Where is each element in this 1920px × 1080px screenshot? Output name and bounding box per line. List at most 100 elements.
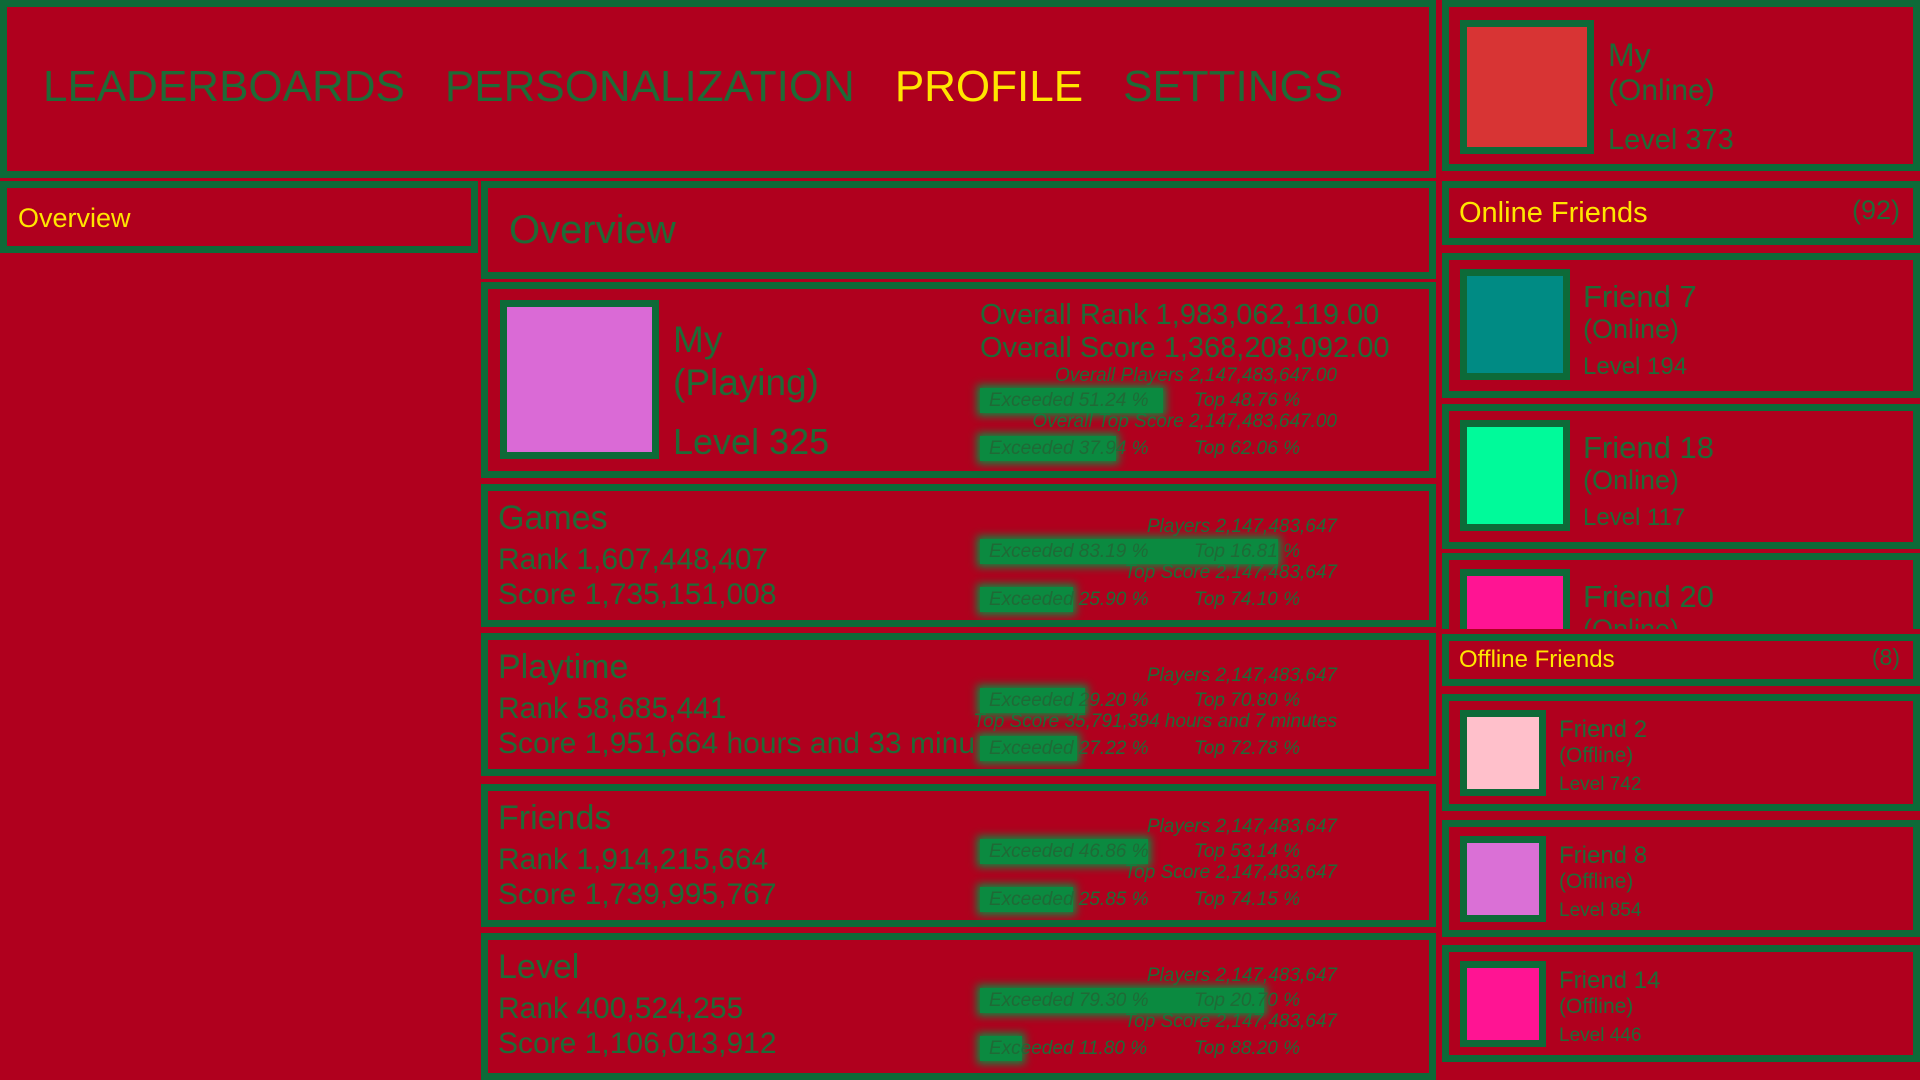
exceeded-label: Exceeded 46.86 % [989, 840, 1149, 862]
overview-header [481, 181, 1436, 279]
progress-fill [980, 539, 1278, 564]
top-nav [0, 0, 1436, 178]
exceeded-label: Exceeded 25.90 % [989, 588, 1149, 610]
category-score: Score 1,106,013,912 [498, 1027, 777, 1060]
profile-level: Level 373 [1608, 123, 1734, 156]
offline-title: Offline Friends [1459, 645, 1615, 673]
players-label: Overall Players 2,147,483,647.00 [1054, 364, 1337, 386]
exceeded-label: Exceeded 29.20 % [989, 689, 1149, 711]
progress-fill [980, 839, 1148, 864]
category-title: Friends [498, 798, 612, 837]
friend-status: (Online) [1583, 313, 1680, 344]
overall-score: Overall Score 1,368,208,092.00 [980, 331, 1390, 364]
category-title: Playtime [498, 647, 629, 686]
top-label: Top 20.70 % [1194, 989, 1300, 1011]
online-header [1442, 181, 1920, 245]
top-score-label: Top Score 2,147,483,647 [1124, 861, 1337, 883]
player-name: My [673, 318, 723, 360]
friend-avatar [1460, 420, 1570, 531]
players-label: Players 2,147,483,647 [1146, 664, 1337, 686]
nav-tab[interactable]: PERSONALIZATION [444, 62, 855, 111]
player-avatar [500, 300, 659, 459]
category-rank: Rank 1,914,215,664 [498, 843, 769, 876]
top-label: Top 62.06 % [1194, 437, 1300, 459]
players-label: Players 2,147,483,647 [1146, 515, 1337, 537]
nav-tab[interactable]: PROFILE [894, 62, 1084, 111]
friend-level: Level 446 [1559, 1024, 1642, 1046]
friend-avatar [1460, 710, 1546, 796]
players-label: Players 2,147,483,647 [1146, 815, 1337, 837]
top-score-label: Top Score 2,147,483,647 [1124, 1010, 1337, 1032]
exceeded-label: Exceeded 37.94 % [989, 437, 1149, 459]
friend-avatar [1460, 569, 1570, 629]
category-rank: Rank 1,607,448,407 [498, 543, 769, 576]
exceeded-label: Exceeded 11.80 % [989, 1037, 1148, 1059]
nav-tab[interactable]: LEADERBOARDS [43, 62, 405, 111]
exceeded-label: Exceeded 27.22 % [989, 737, 1149, 759]
top-label: Top 88.20 % [1194, 1037, 1300, 1059]
profile-status: (Online) [1608, 74, 1715, 107]
category-title: Level [498, 947, 580, 986]
friend-name: Friend 2 [1559, 715, 1648, 743]
category-rank: Rank 58,685,441 [498, 692, 727, 725]
friend-status: (Offline) [1559, 870, 1634, 894]
progress-fill [980, 388, 1164, 413]
top-label: Top 48.76 % [1194, 389, 1300, 411]
exceeded-label: Exceeded 79.30 % [989, 989, 1149, 1011]
friend-level: Level 194 [1583, 352, 1688, 380]
category-card [481, 784, 1436, 927]
profile-name: My [1608, 36, 1651, 73]
offline-count: (8) [1871, 644, 1900, 671]
friend-status: (Online) [1583, 464, 1680, 495]
category-score: Score 1,951,664 hours and 33 minu [498, 727, 975, 760]
top-score-label: Overall Top Score 2,147,483,647.00 [1032, 410, 1337, 432]
top-label: Top 72.78 % [1194, 737, 1300, 759]
friend-level: Level 742 [1559, 773, 1642, 795]
top-score-label: Top Score 2,147,483,647 [1124, 561, 1337, 583]
exceeded-label: Exceeded 83.19 % [989, 540, 1149, 562]
friend-name: Friend 8 [1559, 841, 1648, 869]
players-label: Players 2,147,483,647 [1146, 964, 1337, 986]
progress-fill [980, 887, 1073, 912]
category-score: Score 1,735,151,008 [498, 578, 777, 611]
exceeded-label: Exceeded 51.24 % [989, 389, 1149, 411]
friend-status: (Online) [1583, 613, 1680, 629]
category-score: Score 1,739,995,767 [498, 878, 777, 911]
friend-name: Friend 14 [1559, 966, 1661, 994]
sidebar-label: Overview [18, 202, 131, 233]
progress-fill [980, 587, 1073, 612]
sidebar-item[interactable] [0, 181, 478, 253]
exceeded-label: Exceeded 25.85 % [989, 888, 1149, 910]
progress-fill [980, 688, 1085, 713]
category-card [481, 933, 1436, 1080]
category-rank: Rank 400,524,255 [498, 992, 744, 1025]
profile-avatar [1460, 20, 1594, 154]
online-title: Online Friends [1459, 196, 1648, 229]
top-label: Top 53.14 % [1194, 840, 1300, 862]
top-score-label: Top Score 35,791,394 hours and 7 minutes [973, 710, 1337, 732]
online-count: (92) [1851, 194, 1900, 225]
player-level: Level 325 [673, 421, 830, 463]
friend-status: (Offline) [1559, 995, 1634, 1019]
progress-fill [980, 436, 1116, 461]
friend-name: Friend 20 [1583, 579, 1714, 615]
nav-tab[interactable]: SETTINGS [1123, 62, 1344, 111]
top-label: Top 70.80 % [1194, 689, 1300, 711]
top-label: Top 16.81 % [1194, 540, 1300, 562]
friend-avatar [1460, 269, 1570, 380]
top-label: Top 74.10 % [1194, 588, 1300, 610]
online-list: Friend 7 (Online) Level 194 Friend 18 (Onlin… [1442, 253, 1920, 629]
player-status: (Playing) [673, 361, 819, 403]
friend-avatar [1460, 961, 1546, 1047]
friend-name: Friend 7 [1583, 279, 1697, 315]
overall-rank: Overall Rank 1,983,062,119.00 [980, 298, 1380, 331]
offline-header [1442, 634, 1920, 686]
overview-title: Overview [509, 208, 676, 252]
friend-name: Friend 18 [1583, 430, 1714, 466]
friend-level: Level 854 [1559, 899, 1642, 921]
friend-avatar [1460, 836, 1546, 922]
top-label: Top 74.15 % [1194, 888, 1300, 910]
category-card [481, 633, 1436, 776]
friend-level: Level 117 [1583, 503, 1686, 531]
